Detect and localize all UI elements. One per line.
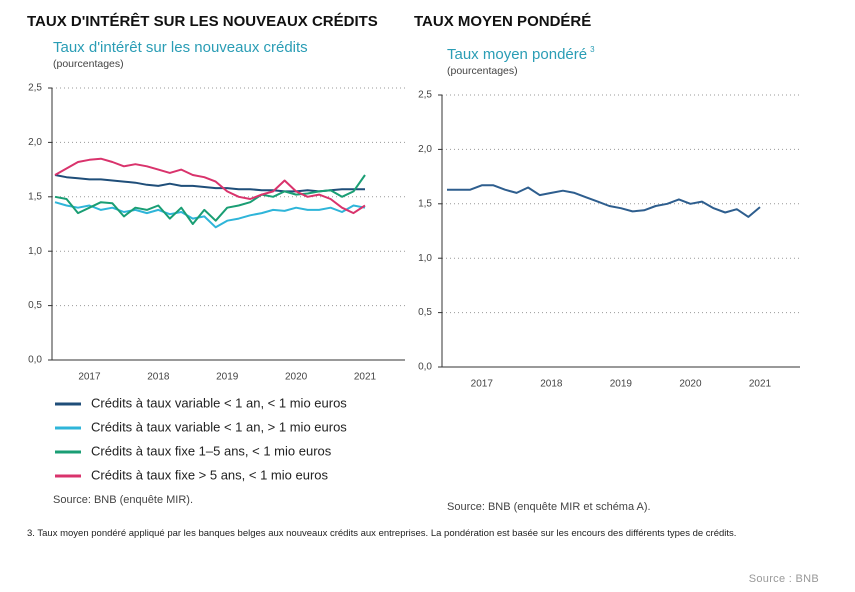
series-line <box>54 174 366 225</box>
x-tick-label: 2020 <box>285 372 308 383</box>
x-tick-label: 2021 <box>354 372 377 383</box>
y-tick-label: 1,0 <box>418 253 432 264</box>
x-tick-label: 2017 <box>78 372 101 383</box>
y-tick-label: 0,5 <box>418 307 432 318</box>
x-tick-label: 2020 <box>679 379 702 390</box>
x-tick-label: 2018 <box>147 372 170 383</box>
y-tick-label: 2,5 <box>418 90 432 101</box>
x-tick-label: 2021 <box>749 379 772 390</box>
y-tick-label: 2,0 <box>418 144 432 155</box>
y-tick-label: 1,5 <box>418 198 432 209</box>
footnote: 3. Taux moyen pondéré appliqué par les b… <box>27 528 737 539</box>
y-tick-label: 0,5 <box>28 300 42 311</box>
y-tick-label: 0,0 <box>418 362 432 373</box>
y-tick-label: 0,0 <box>28 355 42 366</box>
x-tick-label: 2017 <box>471 379 494 390</box>
series-line <box>447 184 761 218</box>
chart-title-text: Taux d'intérêt sur les nouveaux crédits <box>53 39 308 56</box>
charts: TAUX D'INTÉRÊT SUR LES NOUVEAUX CRÉDITS … <box>27 12 800 513</box>
y-tick-label: 1,5 <box>28 191 42 202</box>
header-left: TAUX D'INTÉRÊT SUR LES NOUVEAUX CRÉDITS <box>27 12 378 30</box>
series-line <box>54 201 366 229</box>
chart-source: Source: BNB (enquête MIR). <box>53 494 193 506</box>
legend-label: Crédits à taux fixe 1–5 ans, < 1 mio eur… <box>91 443 332 458</box>
header-right: TAUX MOYEN PONDÉRÉ <box>414 13 591 30</box>
x-tick-label: 2019 <box>610 379 633 390</box>
chart-title-text: Taux moyen pondéré <box>447 46 587 63</box>
chart-title: Taux d'intérêt sur les nouveaux crédits <box>53 39 308 56</box>
x-tick-label: 2018 <box>540 379 563 390</box>
credit: Source : BNB <box>748 573 819 585</box>
y-tick-label: 2,0 <box>28 137 42 148</box>
chart-subtitle: (pourcentages) <box>53 58 124 70</box>
series-line <box>54 174 365 193</box>
chart-subtitle: (pourcentages) <box>447 65 518 77</box>
y-tick-label: 2,5 <box>28 83 42 94</box>
title-note: 3 <box>590 45 595 54</box>
x-tick-label: 2019 <box>216 372 239 383</box>
legend-label: Crédits à taux fixe > 5 ans, < 1 mio eur… <box>91 467 329 482</box>
legend-label: Crédits à taux variable < 1 an, > 1 mio … <box>91 419 347 434</box>
chart-title: Taux moyen pondéré 3 <box>447 45 595 63</box>
legend-label: Crédits à taux variable < 1 an, < 1 mio … <box>91 395 347 410</box>
series-line <box>54 157 366 215</box>
y-tick-label: 1,0 <box>28 246 42 257</box>
chart-source: Source: BNB (enquête MIR et schéma A). <box>447 501 651 513</box>
